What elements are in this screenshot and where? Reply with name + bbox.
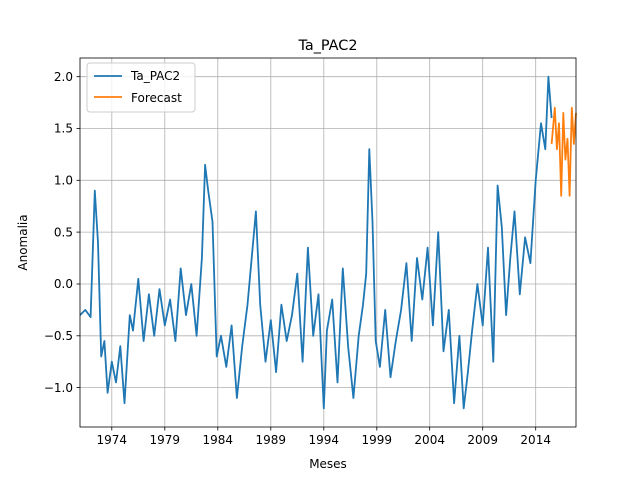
grid [80,58,576,427]
series-line-ta-pac2 [79,75,553,410]
x-tick-label: 1994 [309,433,340,447]
x-tick-label: 1984 [203,433,234,447]
legend: Ta_PAC2 Forecast [86,62,196,113]
x-tick-label: 1979 [150,433,181,447]
y-axis: −1.0 −0.5 0.0 0.5 1.0 1.5 2.0 [44,70,80,395]
y-tick-label: 1.5 [54,122,73,136]
plot-lines [79,75,577,410]
x-tick-label: 2004 [414,433,445,447]
y-tick-label: 2.0 [54,70,73,84]
x-tick-label: 2009 [467,433,498,447]
chart-title: Ta_PAC2 [298,38,358,54]
y-tick-label: 0.0 [54,277,73,291]
x-axis: 1974 1979 1984 1989 1994 1999 2004 2009 2014 [97,427,551,447]
series-line-forecast [550,106,577,197]
x-axis-label: Meses [309,457,347,471]
y-tick-label: 0.5 [54,225,73,239]
y-tick-label: 1.0 [54,174,73,188]
plot-frame [79,57,577,428]
legend-label-ta-pac2: Ta_PAC2 [130,69,180,83]
x-tick-label: 1999 [362,433,393,447]
y-tick-label: −1.0 [44,381,73,395]
x-tick-label: 1974 [97,433,128,447]
x-tick-label: 1989 [256,433,287,447]
y-axis-label: Anomalia [16,214,30,270]
legend-label-forecast: Forecast [131,91,182,105]
y-tick-label: −0.5 [44,329,73,343]
x-tick-label: 2014 [520,433,551,447]
